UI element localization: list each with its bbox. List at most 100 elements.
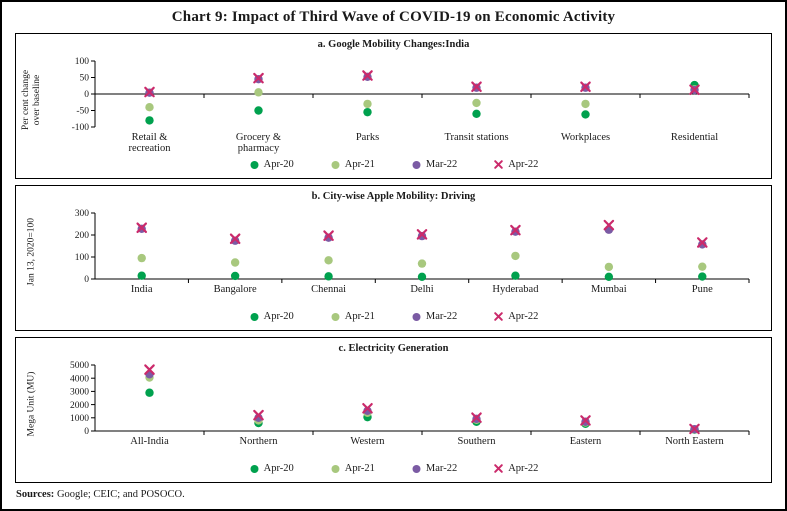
data-point-x-marker [229, 233, 241, 245]
data-point [417, 272, 427, 281]
data-point [324, 256, 333, 265]
data-point [324, 272, 333, 281]
data-point [698, 262, 707, 271]
circle-marker-icon [412, 161, 421, 169]
data-point [145, 388, 154, 397]
y-tick-label: 1000 [70, 414, 89, 424]
sources-text: Google; CEIC; and POSOCO. [54, 489, 185, 500]
legend-item: Mar-22 [411, 463, 457, 474]
data-point [581, 99, 590, 109]
data-point-x-marker [603, 219, 615, 231]
category-label: India [131, 284, 153, 295]
category-label: Western [350, 436, 385, 447]
data-point-x-marker [471, 412, 482, 423]
data-point [137, 271, 146, 280]
data-point-x-marker [416, 229, 428, 240]
data-point [363, 99, 372, 109]
legend-label: Apr-20 [263, 463, 294, 474]
category-label: Mumbai [591, 284, 627, 295]
legend-label: Mar-22 [425, 159, 458, 170]
panel-a-title: a. Google Mobility Changes:India [317, 39, 470, 50]
data-point [417, 231, 427, 241]
panel-c-title: c. Electricity Generation [338, 343, 449, 354]
circle-marker-icon [331, 161, 340, 169]
data-point-x-marker [253, 409, 264, 421]
data-point [254, 106, 263, 115]
category-label: Southern [458, 436, 497, 447]
legend-label: Apr-22 [508, 311, 539, 322]
data-point [145, 116, 154, 125]
circle-marker-icon [331, 465, 340, 473]
data-point-x-marker [689, 84, 700, 96]
y-tick-label: 50 [80, 74, 90, 84]
data-point-x-marker [323, 230, 334, 241]
data-point-x-marker [362, 70, 373, 81]
data-point-x-marker [471, 81, 482, 93]
y-tick-label: 2000 [70, 401, 89, 411]
panel-c: c. Electricity Generation Mega Unit (MU)… [15, 337, 772, 483]
category-label: Bangalore [214, 284, 257, 295]
panel-b-title: b. City-wise Apple Mobility: Driving [311, 191, 476, 202]
data-point [145, 103, 154, 112]
panel-b-legend: Apr-20 Apr-21 Mar-22 Apr-22 [19, 307, 768, 326]
panel-c-y-axis-label: Mega Unit (MU) [19, 357, 45, 459]
data-point [417, 259, 427, 268]
sources-label: Sources: [16, 489, 55, 500]
data-point [511, 251, 520, 261]
panel-c-chart-row: Mega Unit (MU) 5000 4000 3000 2000 1000 0 All-… [19, 357, 768, 459]
panel-b: b. City-wise Apple Mobility: Driving Jan… [15, 185, 772, 331]
category-label: Northern [240, 436, 279, 447]
legend-label: Mar-22 [425, 311, 458, 322]
panel-a-scatter-chart: 100 50 0 -50 -100 Retail & recreation Grocery &… [72, 57, 750, 154]
legend-label: Apr-21 [344, 311, 375, 322]
x-marker-icon [494, 160, 504, 169]
category-label: Pune [692, 284, 713, 295]
data-point-x-marker [136, 222, 148, 234]
panel-b-scatter-chart: 300 200 100 0 India Bangalore Chennai Delhi Hyde… [75, 209, 750, 295]
data-point [698, 240, 707, 249]
legend-item: Apr-21 [330, 463, 375, 474]
y-tick-label: 0 [84, 275, 89, 285]
category-label: Eastern [570, 436, 602, 447]
panel-a-y-axis-label-text: Per cent change over baseline [21, 69, 42, 130]
y-tick-label: -50 [76, 107, 89, 117]
data-point [511, 271, 520, 280]
x-marker-icon [494, 464, 504, 473]
y-tick-label: 3000 [70, 388, 89, 398]
y-tick-label: 200 [75, 231, 90, 241]
data-point-x-marker [510, 224, 521, 236]
y-tick-label: 4000 [70, 374, 89, 384]
circle-marker-icon [250, 161, 259, 169]
y-tick-label: -100 [72, 123, 90, 133]
y-tick-label: 300 [75, 209, 90, 219]
y-tick-label: 0 [84, 90, 89, 100]
chart-title: Chart 9: Impact of Third Wave of COVID-1… [171, 9, 616, 25]
data-point [324, 233, 333, 242]
data-point [472, 109, 481, 118]
data-point-x-marker [362, 402, 373, 414]
legend-item: Apr-20 [249, 463, 294, 474]
legend-item: Mar-22 [411, 159, 457, 170]
panel-c-y-axis-label-text: Mega Unit (MU) [26, 371, 37, 437]
data-point-x-marker [144, 364, 155, 375]
data-point [230, 258, 240, 267]
y-tick-label: 100 [75, 253, 90, 263]
category-label: Workplaces [561, 132, 610, 143]
legend-label: Apr-21 [344, 159, 375, 170]
category-label: Chennai [311, 284, 346, 295]
data-point-x-marker [144, 86, 155, 98]
legend-label: Apr-21 [344, 463, 375, 474]
legend-item: Apr-22 [493, 463, 538, 474]
data-point [363, 107, 372, 117]
data-point [604, 272, 614, 281]
panel-c-scatter-chart: 5000 4000 3000 2000 1000 0 All-India Northern We… [70, 361, 750, 447]
legend-label: Apr-20 [263, 311, 294, 322]
circle-marker-icon [412, 465, 421, 473]
data-point [604, 262, 614, 272]
category-label: Residential [671, 132, 718, 143]
legend-item: Apr-21 [330, 159, 375, 170]
x-marker-icon [494, 312, 504, 321]
panel-b-y-axis-label: Jan 13, 2020=100 [19, 205, 45, 307]
legend-item: Apr-21 [330, 311, 375, 322]
